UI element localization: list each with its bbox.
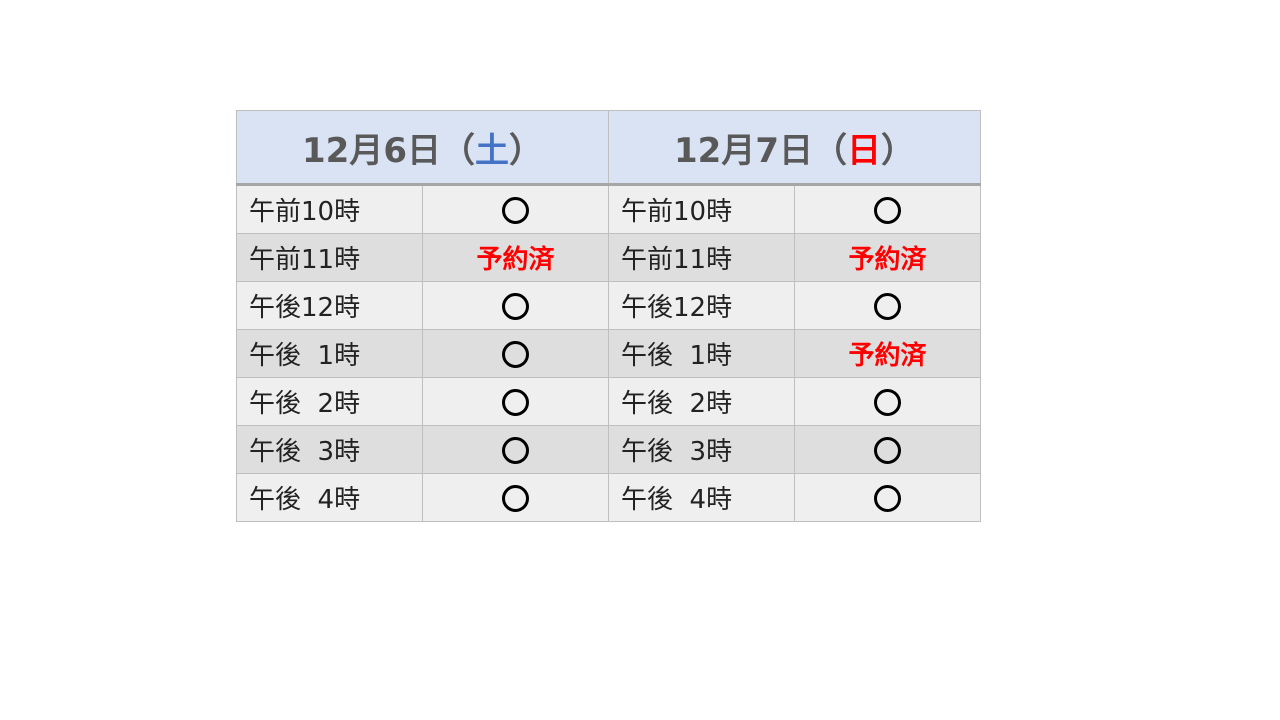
time-cell: 午後 4時 [608,473,795,522]
available-circle-icon [502,388,529,416]
available-circle-icon [874,484,901,512]
table-row: 午後 4時 午後 4時 [236,473,981,522]
day-header-sun: 12月7日（日） [608,110,981,186]
time-cell: 午前11時 [608,233,795,282]
status-cell: 予約済 [794,233,981,282]
time-cell: 午後 3時 [236,425,423,474]
time-cell: 午後12時 [236,281,423,330]
time-cell: 午後 1時 [236,329,423,378]
table-row: 午後 1時 午後 1時 予約済 [236,329,981,378]
status-cell: 予約済 [794,329,981,378]
status-cell [422,281,609,330]
available-circle-icon [502,436,529,464]
status-cell [794,425,981,474]
booked-label: 予約済 [848,341,927,371]
booked-label: 予約済 [476,245,555,275]
paren: （ [440,130,475,171]
time-cell: 午後 4時 [236,473,423,522]
weekday-label: 日 [846,130,881,171]
weekday-label: 土 [474,130,509,171]
paren: （ [812,130,847,171]
available-circle-icon [874,196,901,224]
status-cell [422,329,609,378]
time-cell: 午後 1時 [608,329,795,378]
available-circle-icon [874,436,901,464]
table-row: 午後 3時 午後 3時 [236,425,981,474]
time-cell: 午前10時 [608,184,795,234]
table-row: 午後 2時 午後 2時 [236,377,981,426]
paren: ） [880,130,915,171]
available-circle-icon [874,292,901,320]
time-cell: 午後 3時 [608,425,795,474]
time-cell: 午後 2時 [608,377,795,426]
status-cell: 予約済 [422,233,609,282]
date-label: 12月6日 [302,130,441,171]
status-cell [422,184,609,234]
time-cell: 午前11時 [236,233,423,282]
time-cell: 午後12時 [608,281,795,330]
table-row: 午後12時 午後12時 [236,281,981,330]
available-circle-icon [874,388,901,416]
status-cell [422,425,609,474]
status-cell [794,281,981,330]
day-header-sat: 12月6日（土） [236,110,609,186]
booked-label: 予約済 [848,245,927,275]
status-cell [422,377,609,426]
reservation-table: 12月6日（土） 12月7日（日） 午前10時 午前10時 午前11時 予約済 午前11… [236,110,981,522]
table-row: 午前10時 午前10時 [236,184,981,234]
status-cell [794,377,981,426]
paren: ） [508,130,543,171]
status-cell [422,473,609,522]
header-row: 12月6日（土） 12月7日（日） [236,110,981,186]
available-circle-icon [502,484,529,512]
status-cell [794,184,981,234]
table-row: 午前11時 予約済 午前11時 予約済 [236,233,981,282]
time-cell: 午後 2時 [236,377,423,426]
time-cell: 午前10時 [236,184,423,234]
available-circle-icon [502,292,529,320]
date-label: 12月7日 [674,130,813,171]
status-cell [794,473,981,522]
available-circle-icon [502,340,529,368]
available-circle-icon [502,196,529,224]
